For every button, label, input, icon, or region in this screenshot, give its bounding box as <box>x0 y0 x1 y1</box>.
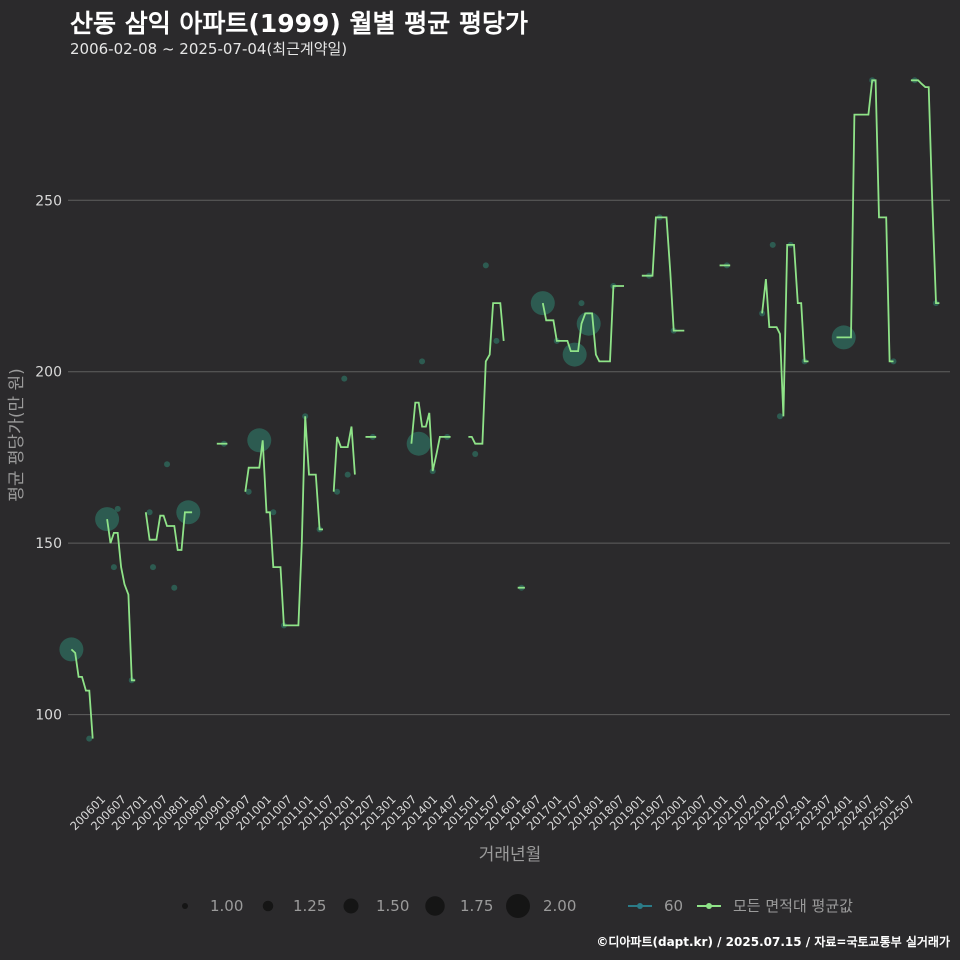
x-axis-label: 거래년월 <box>479 845 542 865</box>
y-axis-label: 평균 평당가(만 원) <box>7 368 27 502</box>
series-line <box>244 416 323 627</box>
size-legend-label: 1.00 <box>210 897 243 915</box>
series-line <box>761 244 809 417</box>
series-line <box>144 511 193 551</box>
data-point <box>482 262 489 269</box>
series-line <box>70 648 94 739</box>
data-point <box>776 413 783 420</box>
data-point <box>245 488 252 495</box>
data-point <box>150 564 157 571</box>
data-point <box>406 431 431 456</box>
size-legend-key <box>182 903 188 909</box>
size-legend-label: 1.75 <box>460 897 493 915</box>
legend: 1.00 1.25 1.50 1.75 2.00 60 모든 면적대 평균값 <box>182 894 853 918</box>
data-point <box>578 300 585 307</box>
series-line <box>410 401 451 472</box>
data-point <box>562 342 587 367</box>
series-line <box>836 79 894 363</box>
series-line <box>541 285 624 363</box>
average-lines <box>70 79 940 739</box>
size-legend-key <box>343 898 359 914</box>
data-point <box>419 358 426 365</box>
y-tick-label: 200 <box>35 365 62 381</box>
legend-key-60-point <box>637 903 643 909</box>
size-legend-label: 1.25 <box>293 897 326 915</box>
x-axis-ticks: 2006012006072007012007072008012008072009… <box>67 792 917 833</box>
y-axis-ticks: 100 150 200 250 <box>35 193 62 723</box>
series-line <box>106 518 136 682</box>
size-legend-label: 1.50 <box>376 897 409 915</box>
size-legend-key <box>425 896 445 916</box>
size-legend-key <box>262 900 274 912</box>
data-point <box>86 735 93 742</box>
data-point <box>146 509 153 516</box>
series-line <box>641 216 685 332</box>
y-tick-label: 100 <box>35 708 62 724</box>
data-point <box>344 471 351 478</box>
data-point <box>493 337 500 344</box>
data-point <box>164 461 171 468</box>
series-line <box>910 79 940 304</box>
size-legend-label: 2.00 <box>543 897 576 915</box>
data-point <box>114 505 121 512</box>
area-points <box>59 77 939 742</box>
legend-label-avg: 모든 면적대 평균값 <box>733 897 853 915</box>
size-legend-key <box>506 894 530 918</box>
chart-title: 산동 삼익 아파트(1999) 월별 평균 평당가 <box>70 9 528 38</box>
series-line <box>332 426 356 492</box>
data-point <box>341 375 348 382</box>
y-tick-label: 150 <box>35 536 62 552</box>
footer-credit: ©디아파트(dapt.kr) / 2025.07.15 / 자료=국토교통부 실… <box>596 935 950 949</box>
data-point <box>472 451 479 457</box>
grid-lines <box>68 199 950 716</box>
legend-key-avg-point <box>706 903 712 909</box>
data-point <box>270 509 277 516</box>
data-point <box>247 428 272 453</box>
data-point <box>334 488 341 495</box>
chart-subtitle: 2006-02-08 ~ 2025-07-04(최근계약일) <box>70 40 348 58</box>
data-point <box>576 311 601 336</box>
data-point <box>110 564 117 571</box>
y-tick-label: 250 <box>35 193 62 209</box>
data-point <box>769 241 776 248</box>
legend-label-60: 60 <box>664 897 683 915</box>
series-line <box>468 302 505 445</box>
data-point <box>171 584 178 591</box>
data-point <box>759 310 766 317</box>
